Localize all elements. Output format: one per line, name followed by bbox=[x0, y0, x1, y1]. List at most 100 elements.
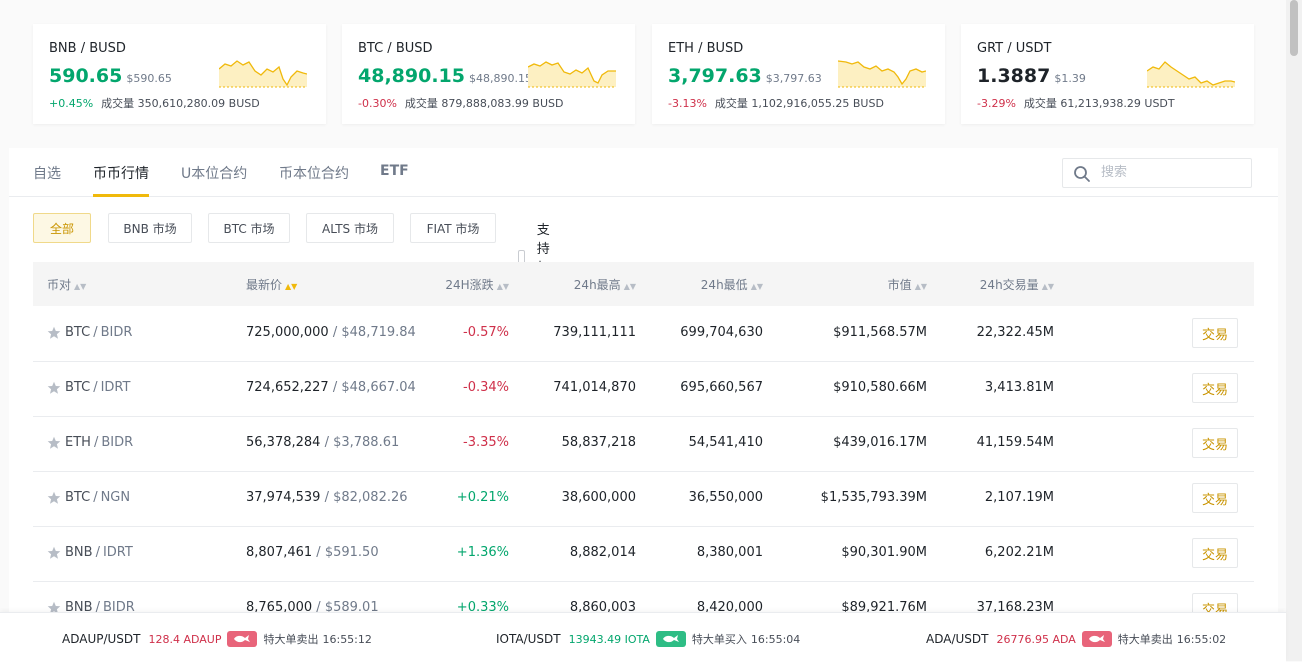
market-card[interactable]: GRT / USDT 1.3887 $1.39 -3.29% 成交量 61,213,… bbox=[961, 24, 1254, 124]
sort-icon: ▲▼ bbox=[74, 282, 87, 291]
last-price: 8,807,461 / $591.50 bbox=[246, 545, 379, 560]
ticker-time: 16:55:02 bbox=[1176, 632, 1227, 646]
high-24h: 38,600,000 bbox=[561, 490, 636, 505]
pair-symbol[interactable]: BNB / IDRT bbox=[65, 545, 133, 560]
scrollbar-thumb[interactable] bbox=[1290, 0, 1298, 56]
ticker-desc: 特大单卖出 bbox=[263, 633, 319, 646]
trade-button[interactable]: 交易 bbox=[1192, 318, 1238, 348]
whale-icon bbox=[1081, 631, 1112, 647]
card-volume-label: 成交量 bbox=[714, 97, 748, 110]
col-last-price[interactable]: 最新价 ▲▼ bbox=[246, 278, 298, 292]
star-icon[interactable] bbox=[47, 436, 61, 450]
high-24h: 58,837,218 bbox=[561, 435, 636, 450]
trade-button[interactable]: 交易 bbox=[1192, 483, 1238, 513]
ticker-item[interactable]: ADAUP/USDT 128.4 ADAUP 特大单卖出 16:55:12 bbox=[62, 631, 372, 647]
card-volume: 879,888,083.99 BUSD bbox=[441, 97, 564, 110]
card-usd-price: $3,797.63 bbox=[765, 72, 822, 85]
market-card[interactable]: BNB / BUSD 590.65 $590.65 +0.45% 成交量 350,6… bbox=[33, 24, 326, 124]
tab-etf[interactable]: ETF bbox=[380, 163, 409, 179]
last-price: 724,652,227 / $48,667.04 bbox=[246, 380, 416, 395]
card-sparkline bbox=[838, 60, 926, 88]
table-row[interactable]: BTC / NGN 37,974,539 / $82,082.26 +0.21% 3… bbox=[33, 471, 1254, 527]
sort-icon: ▲▼ bbox=[623, 282, 636, 291]
col-market-cap[interactable]: 市值 ▲▼ bbox=[887, 278, 927, 292]
whale-icon bbox=[655, 631, 686, 647]
ticker-pair: ADA/USDT bbox=[926, 632, 989, 646]
card-price: 590.65 $590.65 bbox=[49, 65, 172, 87]
last-price: 56,378,284 / $3,788.61 bbox=[246, 435, 400, 450]
last-price: 725,000,000 / $48,719.84 bbox=[246, 325, 416, 340]
low-24h: 699,704,630 bbox=[680, 325, 763, 340]
filter-btc-market[interactable]: BTC 市场 bbox=[208, 213, 290, 243]
card-meta: +0.45% 成交量 350,610,280.09 BUSD bbox=[49, 95, 260, 111]
table-row[interactable]: BTC / BIDR 725,000,000 / $48,719.84 -0.57%… bbox=[33, 306, 1254, 362]
sort-icon: ▲▼ bbox=[496, 282, 509, 291]
search-input[interactable] bbox=[1099, 164, 1243, 181]
ticker-item[interactable]: ADA/USDT 26776.95 ADA 特大单卖出 16:55:02 bbox=[926, 631, 1226, 647]
card-change: -0.30% bbox=[358, 97, 397, 110]
star-icon[interactable] bbox=[47, 546, 61, 560]
pair-symbol[interactable]: BTC / NGN bbox=[65, 490, 131, 505]
pair-symbol[interactable]: BNB / BIDR bbox=[65, 600, 135, 615]
trade-button[interactable]: 交易 bbox=[1192, 538, 1238, 568]
card-sparkline bbox=[528, 61, 616, 88]
col-24h-change[interactable]: 24H涨跌 ▲▼ bbox=[445, 278, 509, 292]
filter-fiat-market[interactable]: FIAT 市场 bbox=[410, 213, 496, 243]
filter-all[interactable]: 全部 bbox=[33, 213, 91, 243]
search-box[interactable] bbox=[1062, 158, 1252, 188]
trade-button[interactable]: 交易 bbox=[1192, 373, 1238, 403]
ticker-amount: 26776.95 ADA bbox=[996, 632, 1076, 646]
tab-favorites[interactable]: 自选 bbox=[33, 166, 61, 182]
card-change: -3.29% bbox=[977, 97, 1016, 110]
market-panel: 自选 币币行情 U本位合约 币本位合约 ETF 全部 BNB 市场 BTC 市场… bbox=[9, 148, 1278, 637]
table-row[interactable]: BNB / IDRT 8,807,461 / $591.50 +1.36% 8,88… bbox=[33, 526, 1254, 582]
tab-coinm-futures[interactable]: 币本位合约 bbox=[279, 166, 349, 182]
high-24h: 739,111,111 bbox=[553, 325, 636, 340]
star-icon[interactable] bbox=[47, 381, 61, 395]
card-sparkline bbox=[1147, 61, 1235, 88]
filter-bnb-market[interactable]: BNB 市场 bbox=[108, 213, 192, 243]
last-price: 37,974,539 / $82,082.26 bbox=[246, 490, 408, 505]
star-icon[interactable] bbox=[47, 491, 61, 505]
change-24h: -0.34% bbox=[463, 380, 509, 395]
table-row[interactable]: ETH / BIDR 56,378,284 / $3,788.61 -3.35% 5… bbox=[33, 416, 1254, 472]
ticker-amount: 13943.49 IOTA bbox=[568, 632, 650, 646]
card-pair: ETH / BUSD bbox=[668, 41, 744, 56]
card-meta: -3.13% 成交量 1,102,916,055.25 BUSD bbox=[668, 95, 884, 111]
ticker-amount: 128.4 ADAUP bbox=[148, 632, 222, 646]
market-cap: $90,301.90M bbox=[841, 545, 927, 560]
pair-symbol[interactable]: ETH / BIDR bbox=[65, 435, 134, 450]
pair-symbol[interactable]: BTC / IDRT bbox=[65, 380, 131, 395]
table-row[interactable]: BTC / IDRT 724,652,227 / $48,667.04 -0.34%… bbox=[33, 361, 1254, 417]
tab-spot-market[interactable]: 币币行情 bbox=[93, 163, 149, 197]
page-scrollbar[interactable] bbox=[1286, 0, 1302, 661]
market-card[interactable]: BTC / BUSD 48,890.15 $48,890.15 -0.30% 成交量… bbox=[342, 24, 635, 124]
low-24h: 54,541,410 bbox=[688, 435, 763, 450]
card-volume-label: 成交量 bbox=[404, 97, 438, 110]
card-usd-price: $590.65 bbox=[126, 72, 172, 85]
volume-24h: 22,322.45M bbox=[976, 325, 1054, 340]
card-price: 3,797.63 $3,797.63 bbox=[668, 65, 822, 87]
star-icon[interactable] bbox=[47, 601, 61, 615]
trade-button[interactable]: 交易 bbox=[1192, 428, 1238, 458]
col-24h-high[interactable]: 24h最高 ▲▼ bbox=[573, 278, 636, 292]
market-cap: $911,568.57M bbox=[833, 325, 927, 340]
star-icon[interactable] bbox=[47, 326, 61, 340]
change-24h: -0.57% bbox=[463, 325, 509, 340]
ticker-pair: IOTA/USDT bbox=[496, 632, 561, 646]
filter-alts-market[interactable]: ALTS 市场 bbox=[306, 213, 394, 243]
ticker-item[interactable]: IOTA/USDT 13943.49 IOTA 特大单买入 16:55:04 bbox=[496, 631, 800, 647]
card-price: 1.3887 $1.39 bbox=[977, 65, 1086, 87]
card-volume: 350,610,280.09 BUSD bbox=[137, 97, 260, 110]
market-card[interactable]: ETH / BUSD 3,797.63 $3,797.63 -3.13% 成交量 1… bbox=[652, 24, 945, 124]
tab-usdm-futures[interactable]: U本位合约 bbox=[181, 166, 248, 182]
low-24h: 8,420,000 bbox=[696, 600, 763, 615]
sort-icon: ▲▼ bbox=[285, 282, 298, 291]
col-24h-low[interactable]: 24h最低 ▲▼ bbox=[700, 278, 763, 292]
col-24h-volume[interactable]: 24h交易量 ▲▼ bbox=[979, 278, 1054, 292]
col-pair[interactable]: 币对 ▲▼ bbox=[47, 278, 87, 292]
pair-symbol[interactable]: BTC / BIDR bbox=[65, 325, 133, 340]
volume-24h: 2,107.19M bbox=[984, 490, 1054, 505]
low-24h: 36,550,000 bbox=[688, 490, 763, 505]
ticker-desc: 特大单卖出 bbox=[1117, 633, 1173, 646]
